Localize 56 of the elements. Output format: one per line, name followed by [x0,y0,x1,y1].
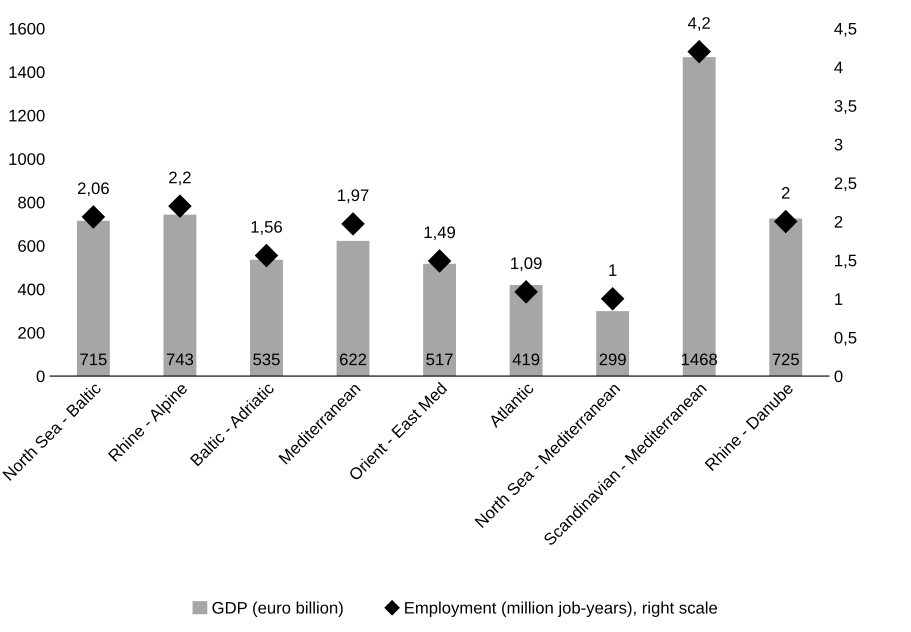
data-label: 1 [609,264,616,276]
y-tick-label: 1000 [9,153,45,165]
data-label: 2,2 [169,172,191,186]
bar [682,57,716,376]
bar [336,240,370,376]
data-label: 622 [340,354,366,366]
point [514,280,538,304]
y2-tick-label: 2 [834,216,842,228]
data-label: 1,09 [511,257,542,272]
data-label: 2,06 [78,182,109,196]
point [774,210,798,234]
y2-tick-label: 1,5 [835,254,856,268]
bar [163,214,196,376]
y2-tick-label: 0 [834,370,842,382]
data-label: 743 [166,354,194,366]
y-tick-label: 1200 [9,110,45,122]
bar [423,264,456,376]
y2-tick-label: 4 [834,62,843,74]
data-label: 535 [253,354,280,366]
bar [769,218,802,376]
y2-tick-label: 4,5 [834,23,856,37]
y2-tick-label: 2,5 [834,177,856,192]
data-label: 715 [80,354,107,366]
data-label: 1,97 [338,189,368,204]
y-tick-label: 1400 [9,66,45,78]
data-label: 517 [426,354,453,366]
legend-label: Employment (million job-years), right scale [405,601,718,617]
point [342,212,365,236]
point [82,205,105,228]
bar [76,220,110,376]
point [601,287,624,310]
bar [596,311,630,376]
y2-tick-label: 3,5 [834,100,856,114]
y-tick-label: 800 [18,196,45,208]
y2-tick-label: 3 [834,138,842,151]
y-tick-label: 400 [18,284,45,296]
point [688,40,711,64]
point [254,244,278,268]
data-label: 4,2 [688,17,710,31]
data-label: 2 [782,187,790,199]
data-label: 1468 [682,354,718,366]
data-label: 1,56 [252,221,282,235]
data-label: 419 [512,354,540,366]
y-tick-label: 1600 [9,22,45,35]
bar [250,260,283,376]
y-tick-label: 0 [36,370,45,382]
data-label: 1,49 [424,226,455,240]
point [168,194,192,218]
y2-tick-label: 1 [835,293,842,305]
y2-tick-label: 0,5 [834,332,856,346]
point [428,249,452,272]
y-tick-label: 200 [18,326,45,339]
data-label: 725 [772,354,799,366]
data-label: 299 [600,354,626,366]
legend-label: GDP (euro billion) [212,601,343,617]
y-tick-label: 600 [18,240,45,252]
